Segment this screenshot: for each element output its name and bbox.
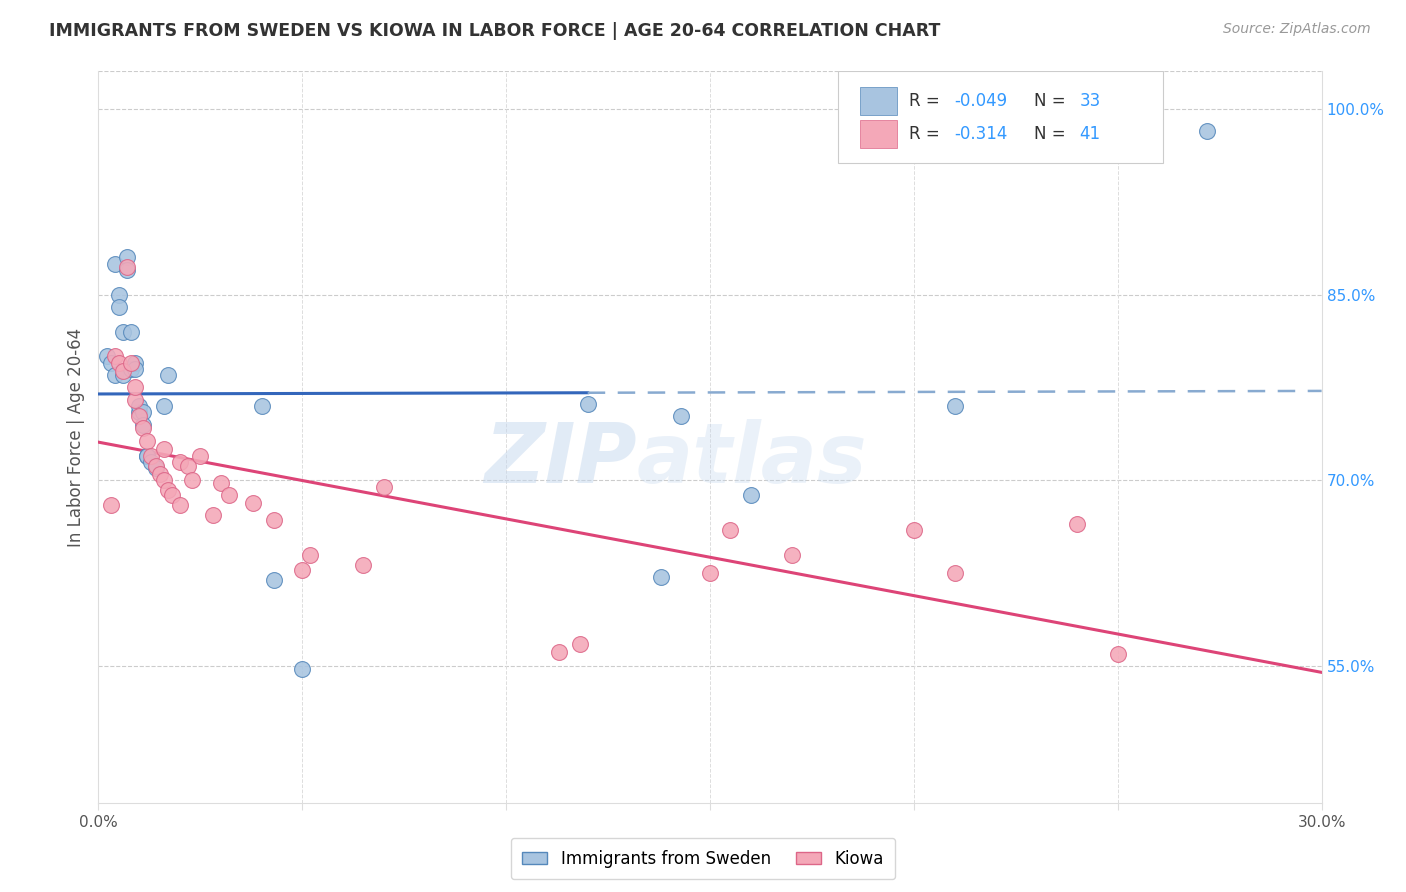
Text: R =: R = — [910, 125, 945, 144]
Point — [188, 449, 212, 463]
Point — [132, 421, 155, 435]
Point — [352, 558, 374, 572]
Point — [250, 399, 273, 413]
Point — [115, 262, 138, 277]
FancyBboxPatch shape — [838, 71, 1163, 162]
Text: R =: R = — [910, 93, 945, 111]
Point — [115, 250, 138, 264]
Point — [903, 523, 925, 537]
Point — [576, 396, 599, 410]
Point — [209, 475, 232, 490]
Point — [108, 300, 131, 314]
Point — [780, 548, 803, 562]
Point — [650, 570, 672, 584]
Point — [218, 488, 240, 502]
Point — [152, 399, 174, 413]
Point — [111, 325, 134, 339]
Point — [120, 362, 142, 376]
Text: IMMIGRANTS FROM SWEDEN VS KIOWA IN LABOR FORCE | AGE 20-64 CORRELATION CHART: IMMIGRANTS FROM SWEDEN VS KIOWA IN LABOR… — [49, 22, 941, 40]
Point — [120, 325, 142, 339]
Text: N =: N = — [1035, 93, 1071, 111]
Point — [104, 350, 127, 364]
Point — [263, 513, 285, 527]
Point — [124, 380, 146, 394]
Point — [104, 256, 127, 270]
Text: Source: ZipAtlas.com: Source: ZipAtlas.com — [1223, 22, 1371, 37]
Point — [156, 483, 179, 498]
Text: 33: 33 — [1080, 93, 1101, 111]
Point — [149, 467, 172, 482]
Point — [291, 662, 314, 676]
Point — [96, 350, 118, 364]
Point — [108, 287, 131, 301]
Point — [943, 399, 966, 413]
Point — [1197, 124, 1219, 138]
Point — [1107, 647, 1129, 661]
Point — [145, 461, 167, 475]
Point — [152, 442, 174, 457]
Point — [128, 409, 150, 423]
Point — [291, 563, 314, 577]
Point — [104, 368, 127, 383]
Point — [124, 392, 146, 407]
Point — [156, 368, 179, 383]
Point — [128, 405, 150, 419]
Text: atlas: atlas — [637, 418, 868, 500]
Point — [263, 573, 285, 587]
Point — [177, 458, 200, 473]
Point — [699, 566, 721, 581]
Text: N =: N = — [1035, 125, 1071, 144]
Point — [124, 362, 146, 376]
Text: ZIP: ZIP — [484, 418, 637, 500]
Point — [136, 449, 159, 463]
Point — [124, 356, 146, 370]
Y-axis label: In Labor Force | Age 20-64: In Labor Force | Age 20-64 — [66, 327, 84, 547]
Point — [111, 368, 134, 383]
Point — [160, 488, 183, 502]
Text: -0.049: -0.049 — [955, 93, 1008, 111]
Point — [740, 488, 762, 502]
Point — [115, 260, 138, 275]
FancyBboxPatch shape — [860, 87, 897, 115]
Point — [671, 409, 693, 423]
FancyBboxPatch shape — [860, 120, 897, 148]
Point — [548, 644, 571, 658]
Point — [299, 548, 322, 562]
Point — [100, 498, 122, 512]
Point — [169, 455, 191, 469]
Point — [373, 480, 395, 494]
Point — [132, 405, 155, 419]
Point — [720, 523, 742, 537]
Point — [201, 508, 224, 523]
Point — [152, 474, 174, 488]
Point — [136, 434, 159, 448]
Point — [141, 455, 163, 469]
Point — [100, 356, 122, 370]
Point — [1066, 516, 1088, 531]
Point — [111, 364, 134, 378]
Point — [943, 566, 966, 581]
Point — [132, 417, 155, 432]
Text: 41: 41 — [1080, 125, 1101, 144]
Point — [169, 498, 191, 512]
Legend: Immigrants from Sweden, Kiowa: Immigrants from Sweden, Kiowa — [510, 838, 896, 880]
Point — [568, 637, 591, 651]
Point — [108, 356, 131, 370]
Point — [141, 449, 163, 463]
Point — [120, 356, 142, 370]
Point — [145, 458, 167, 473]
Point — [242, 496, 264, 510]
Point — [181, 474, 204, 488]
Text: -0.314: -0.314 — [955, 125, 1008, 144]
Point — [136, 449, 159, 463]
Point — [128, 399, 150, 413]
